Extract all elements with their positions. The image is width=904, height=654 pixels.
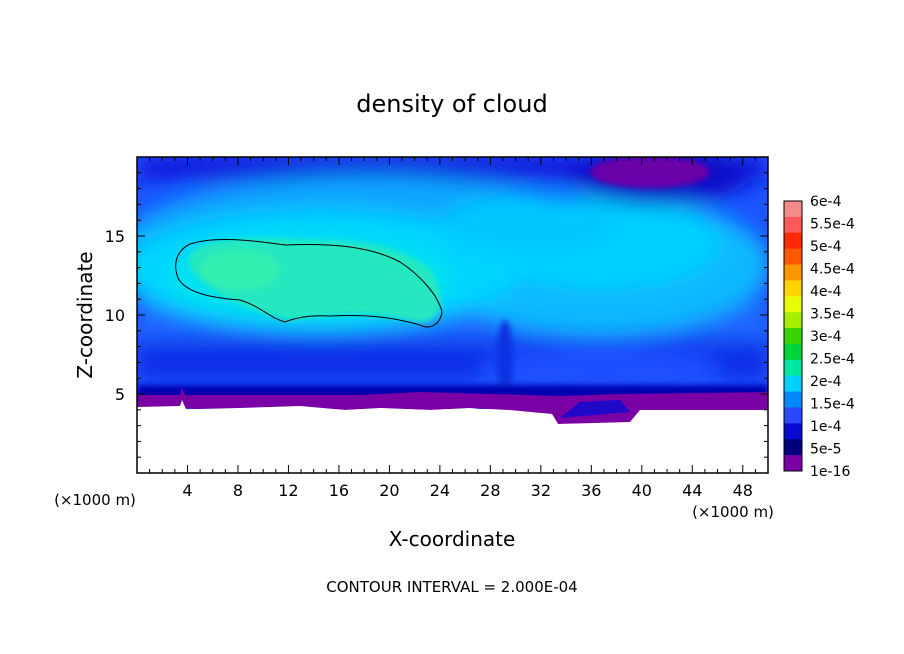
x-unit-left: (×1000 m) [54, 491, 136, 509]
colorbar-swatch [784, 296, 802, 313]
colorbar-swatch [784, 201, 802, 218]
colorbar-label: 3e-4 [810, 329, 842, 345]
x-tick-label: 32 [531, 481, 551, 500]
colorbar-swatch [784, 264, 802, 281]
x-axis-label: X-coordinate [389, 527, 516, 551]
colorbar-label: 1e-16 [810, 464, 850, 480]
colorbar-swatch [784, 232, 802, 250]
contour-line-2e-4 [175, 238, 443, 328]
colorbar-swatch [784, 439, 802, 456]
colorbar-label: 3.5e-4 [810, 307, 855, 323]
colorbar-label: 1e-4 [810, 419, 842, 435]
colorbar-label: 6e-4 [810, 194, 842, 210]
x-tick-label: 24 [430, 481, 450, 500]
y-axis-label: Z-coordinate [73, 251, 97, 378]
colorbar-swatch [784, 407, 802, 424]
x-tick-label: 48 [733, 481, 753, 500]
colorbar-swatch [784, 375, 802, 393]
chart-title: density of cloud [356, 90, 547, 118]
colorbar-swatch [784, 359, 802, 377]
colorbar-label: 2.5e-4 [810, 352, 855, 368]
colorbar-swatch [784, 312, 802, 329]
x-tick-label: 4 [182, 481, 192, 500]
x-tick-label: 28 [480, 481, 500, 500]
colorbar-swatch [784, 280, 802, 297]
colorbar-label: 5e-5 [810, 442, 841, 458]
heatmap-field [137, 157, 768, 473]
x-tick-label: 44 [682, 481, 702, 500]
x-tick-label: 12 [278, 481, 298, 500]
y-tick-label: 15 [105, 227, 125, 246]
colorbar-swatch [784, 455, 802, 472]
colorbar-label: 4.5e-4 [810, 262, 855, 278]
colorbar-label: 5.5e-4 [810, 217, 855, 233]
x-axis: 4 8 12 16 20 24 28 32 36 40 44 48 [149, 157, 756, 500]
colorbar-swatch [784, 423, 802, 440]
x-tick-label: 36 [581, 481, 601, 500]
colorbar-frame [783, 200, 803, 472]
colorbar-label: 4e-4 [810, 284, 842, 300]
clear-air-region [137, 400, 768, 473]
x-tick-label: 8 [233, 481, 243, 500]
colorbar-swatch [784, 248, 802, 266]
colorbar: 6e-4 5.5e-4 5e-4 4.5e-4 4e-4 3.5e-4 3e-4 2.5e-4… [783, 194, 855, 480]
colorbar-swatch [784, 343, 802, 361]
x-tick-label: 40 [632, 481, 652, 500]
colorbar-swatch [784, 328, 802, 345]
x-tick-label: 16 [329, 481, 349, 500]
y-tick-label: 10 [105, 306, 125, 325]
x-tick-label: 20 [379, 481, 399, 500]
cloud-base-strip [137, 388, 768, 424]
colorbar-label: 1.5e-4 [810, 397, 855, 413]
colorbar-label: 5e-4 [810, 239, 842, 255]
contour-interval-note: CONTOUR INTERVAL = 2.000E-04 [326, 578, 577, 596]
x-unit-right: (×1000 m) [692, 503, 774, 521]
colorbar-label: 2e-4 [810, 374, 842, 390]
y-tick-label: 5 [115, 385, 125, 404]
y-axis: 5 10 15 [105, 172, 768, 458]
colorbar-swatch [784, 391, 802, 408]
colorbar-swatch [784, 216, 802, 234]
